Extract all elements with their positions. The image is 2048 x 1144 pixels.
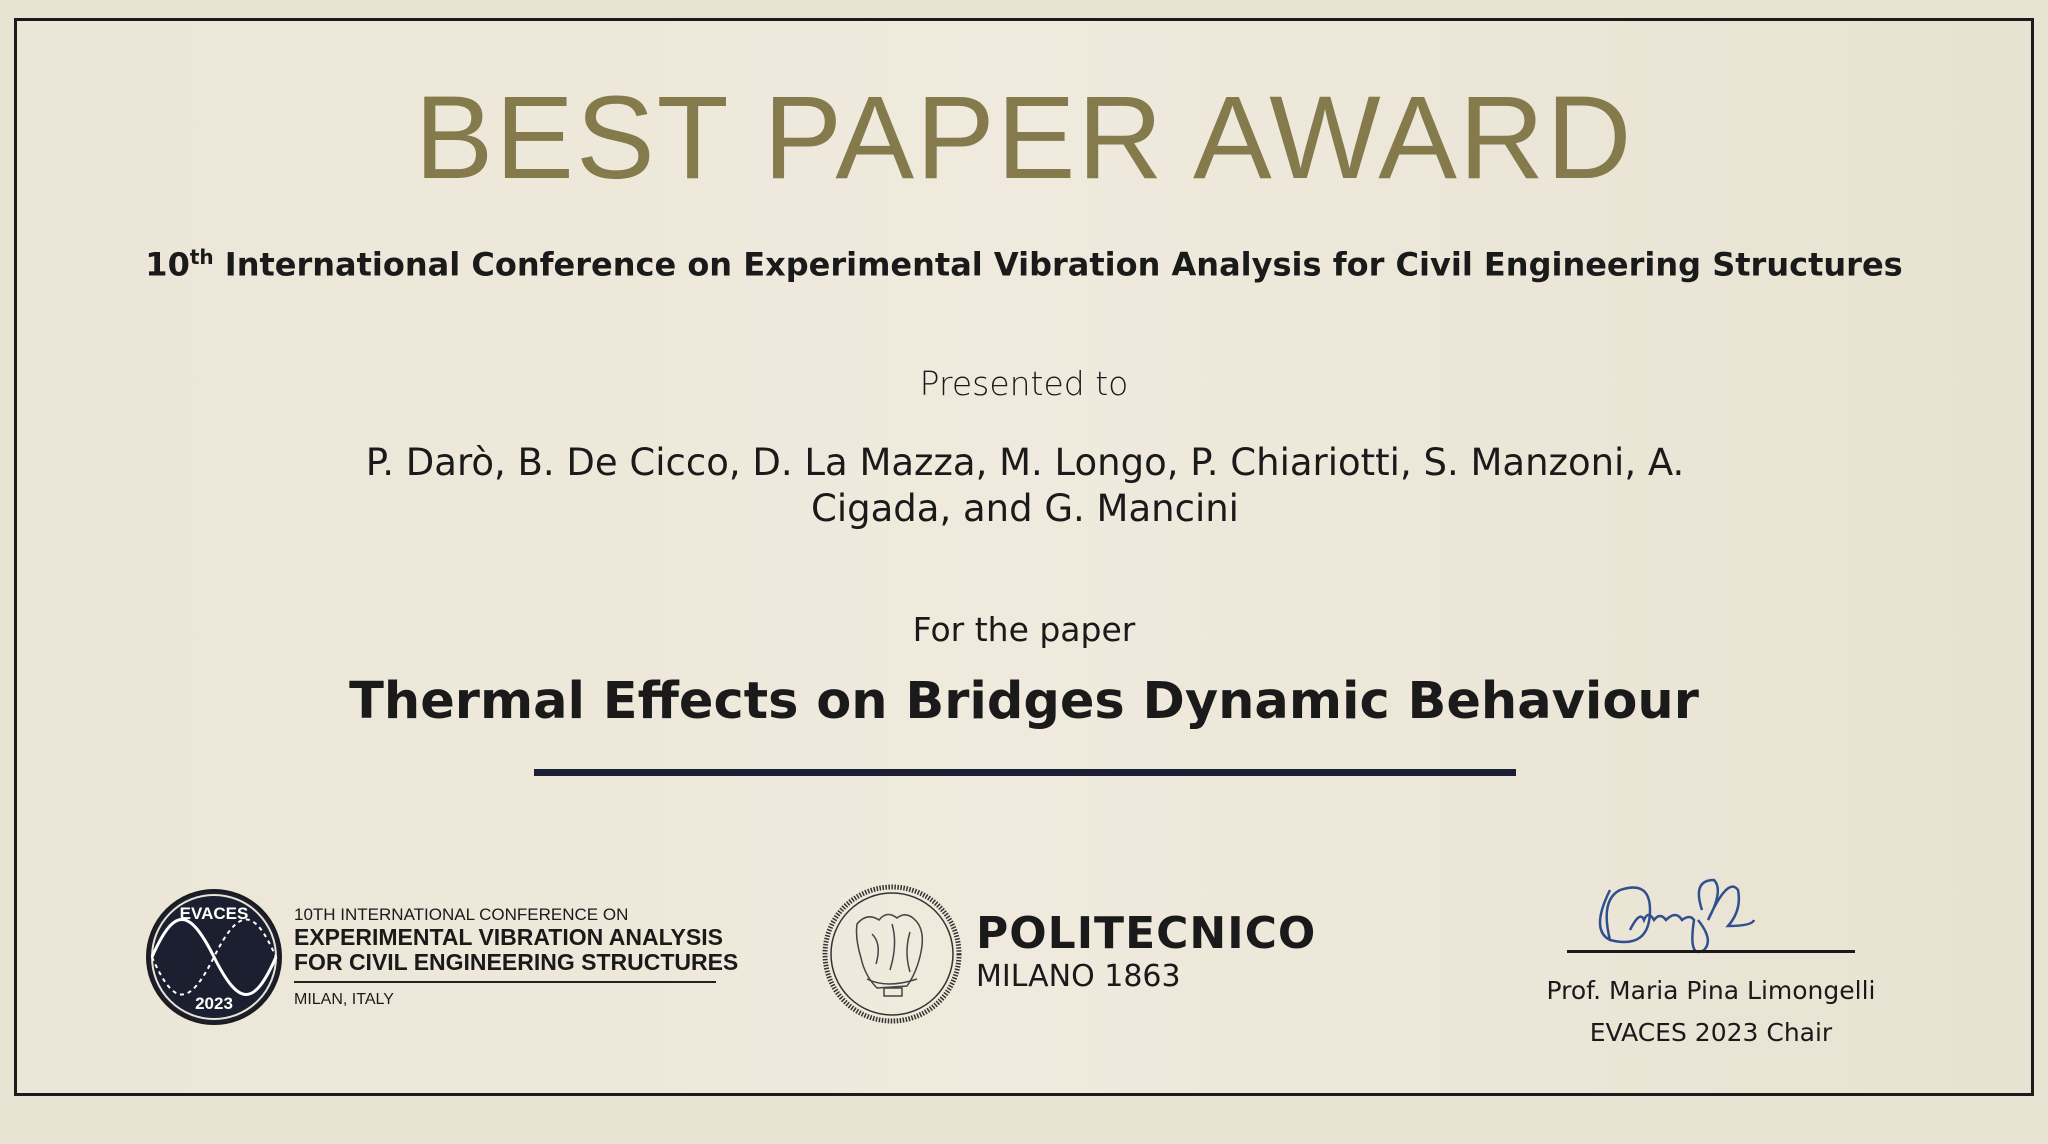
award-title: BEST PAPER AWARD [414,72,1634,204]
signature-line [1567,950,1855,953]
authors-line: P. Darò, B. De Cicco, D. La Mazza, M. Lo… [365,441,1685,484]
politecnico-sub: MILANO 1863 [976,959,1181,994]
evaces-line3: FOR CIVIL ENGINEERING STRUCTURES [294,949,739,975]
divider [534,769,1516,776]
politecnico-logo: POLITECNICO MILANO 1863 [976,908,1316,994]
signatory-name: Prof. Maria Pina Limongelli [1546,976,1876,1005]
authors-line: Cigada, and G. Mancini [811,487,1239,530]
conference-name: 10th International Conference on Experim… [0,245,2048,284]
presented-to-label: Presented to [919,364,1129,403]
evaces-logo: EVACES 2023 [146,889,282,1025]
conference-name-text: International Conference on Experimental… [224,245,1903,284]
evaces-rule [294,981,716,983]
authors: P. Darò, B. De Cicco, D. La Mazza, M. Lo… [300,440,1750,532]
conference-ordinal: 10 [145,245,190,284]
ordinal-suffix: th [189,245,214,269]
paper-title: Thermal Effects on Bridges Dynamic Behav… [349,672,1699,731]
badge-bottom: 2023 [195,994,233,1013]
evaces-line1: 10TH INTERNATIONAL CONFERENCE ON [294,905,629,924]
evaces-line2: EXPERIMENTAL VIBRATION ANALYSIS [294,924,723,950]
for-paper-label: For the paper [912,610,1136,649]
evaces-location: MILAN, ITALY [294,991,394,1008]
evaces-text: 10TH INTERNATIONAL CONFERENCE ON EXPERIM… [294,905,738,1009]
politecnico-seal-icon [822,884,962,1024]
certificate-border [14,18,2034,1096]
signature [1598,878,1756,954]
politecnico-name: POLITECNICO [976,908,1317,959]
signatory-role: EVACES 2023 Chair [1589,1018,1833,1047]
badge-top: EVACES [180,904,249,923]
